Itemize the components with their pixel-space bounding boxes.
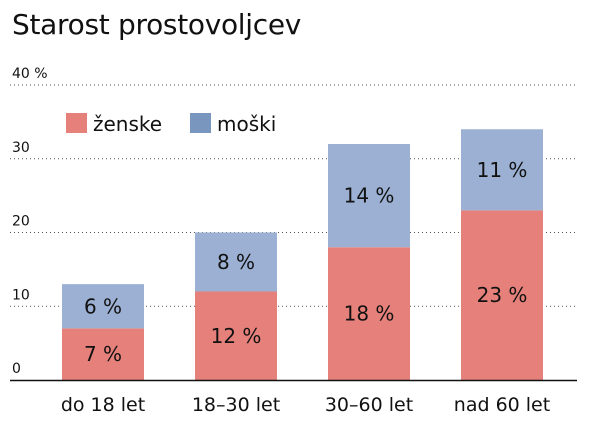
y-tick-label: 20 (12, 214, 30, 230)
y-tick-label: 30 (12, 140, 30, 156)
chart-title: Starost prostovoljcev (12, 8, 302, 41)
y-axis-ticks: 0 10 20 30 40 % (12, 66, 48, 377)
legend-swatch (66, 113, 87, 133)
bar-segment-moski (328, 144, 410, 248)
legend-label: moški (217, 112, 276, 136)
x-axis: do 18 let 18–30 let 30–60 let nad 60 let (10, 379, 577, 416)
data-label: 8 % (217, 250, 255, 274)
y-tick-label: 0 (12, 361, 21, 377)
bars: 7 % 6 % 12 % 8 % 18 % 14 % 23 % 11 % (62, 129, 543, 380)
x-tick-label: do 18 let (61, 394, 145, 416)
bar-segment-zenske (195, 291, 277, 380)
legend: ženske moški (66, 112, 276, 136)
data-label: 7 % (84, 342, 122, 366)
legend-label: ženske (93, 112, 162, 136)
bar-segment-moski (62, 284, 144, 329)
data-label: 14 % (344, 184, 395, 208)
bar-segment-zenske (328, 247, 410, 380)
bar-segment-moski (195, 232, 277, 292)
bar-segment-zenske (62, 328, 144, 380)
x-tick-label: 18–30 let (192, 394, 280, 416)
data-label: 6 % (84, 294, 122, 318)
data-label: 11 % (477, 158, 528, 182)
data-label: 23 % (477, 283, 528, 307)
x-tick-label: nad 60 let (454, 394, 550, 416)
bar-segment-moski (461, 129, 543, 211)
data-label: 12 % (211, 324, 262, 348)
x-tick-label: 30–60 let (325, 394, 413, 416)
legend-swatch (190, 113, 211, 133)
y-tick-label: 40 % (12, 66, 48, 82)
y-tick-label: 10 (12, 287, 30, 303)
data-label: 18 % (344, 302, 395, 326)
bar-segment-zenske (461, 210, 543, 380)
